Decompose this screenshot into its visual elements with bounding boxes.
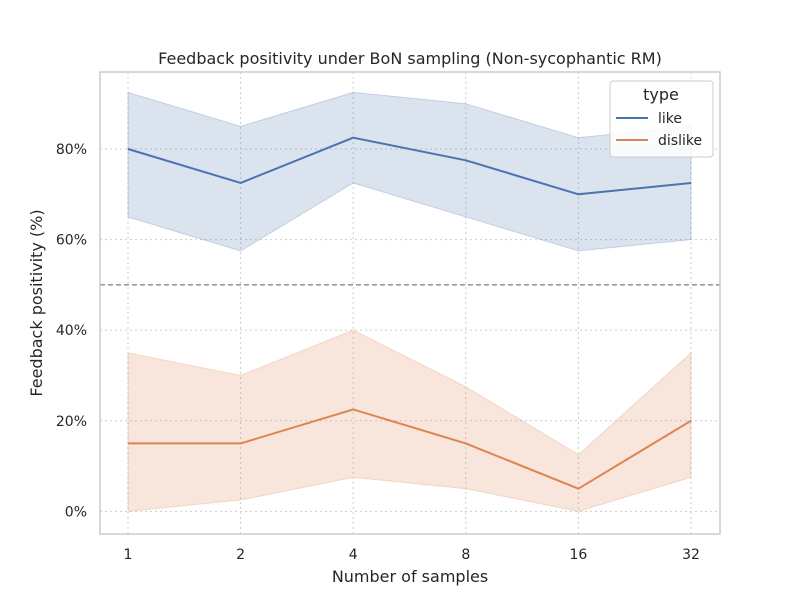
y-tick-label: 20% [56, 414, 87, 430]
x-tick-label: 4 [349, 547, 358, 563]
y-tick-label: 0% [65, 504, 87, 520]
series-line-dislike [128, 408, 692, 490]
legend-box [609, 80, 714, 158]
x-tick-label: 2 [236, 547, 245, 563]
x-axis-label: Number of samples [332, 567, 488, 586]
y-tick-label: 60% [56, 233, 87, 249]
x-tick-label: 1 [124, 547, 133, 563]
y-axis-label: Feedback positivity (%) [27, 209, 46, 396]
series-line-like [127, 136, 692, 196]
legend-label-like: like [658, 111, 682, 127]
y-tick-label: 40% [56, 323, 87, 339]
x-tick-label: 8 [461, 547, 470, 563]
x-tick-label: 16 [569, 547, 587, 563]
x-tick-label: 32 [682, 547, 700, 563]
ci-band-dislike [127, 329, 692, 512]
legend: type like dislike [609, 80, 714, 158]
y-tick-label: 80% [56, 142, 87, 158]
plot-frame [99, 71, 721, 535]
y-axis-ticks: 0% 20% 40% 60% 80% [56, 142, 87, 520]
legend-label-dislike: dislike [658, 133, 702, 149]
series-lines [127, 136, 692, 490]
ci-band-like [127, 91, 692, 252]
legend-title: type [643, 85, 679, 104]
confidence-bands [127, 91, 692, 512]
x-axis-ticks: 1 2 4 8 16 32 [124, 547, 700, 563]
chart-title: Feedback positivity under BoN sampling (… [158, 49, 662, 68]
